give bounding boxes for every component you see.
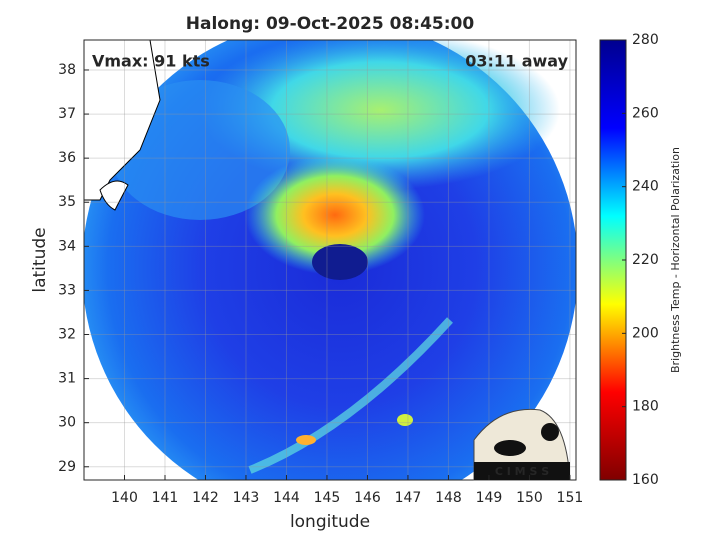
chart-title: Halong: 09-Oct-2025 08:45:00 — [186, 14, 475, 34]
x-tick-label: 141 — [152, 490, 179, 506]
colorbar-tick-label: 240 — [632, 179, 659, 195]
annotation: 03:11 away — [465, 52, 568, 71]
colorbar-tick-label: 260 — [632, 105, 659, 121]
y-tick-label: 34 — [58, 238, 76, 254]
x-tick-label: 143 — [233, 490, 260, 506]
plot-frame — [83, 39, 577, 481]
y-tick-label: 35 — [58, 194, 76, 210]
colorbar-tick-label: 280 — [632, 32, 659, 48]
y-tick-label: 38 — [58, 62, 76, 78]
y-tick-label: 31 — [58, 371, 76, 387]
x-tick-label: 150 — [516, 490, 543, 506]
x-tick-label: 147 — [395, 490, 422, 506]
annotation: Vmax: 91 kts — [92, 52, 210, 71]
x-tick-label: 145 — [314, 490, 341, 506]
colorbar-tick-label: 180 — [632, 399, 659, 415]
x-tick-label: 140 — [111, 490, 138, 506]
y-tick-label: 33 — [58, 282, 76, 298]
y-tick-label: 29 — [58, 459, 76, 475]
x-tick-label: 149 — [476, 490, 503, 506]
y-tick-label: 36 — [58, 150, 76, 166]
x-axis-label: longitude — [290, 512, 370, 532]
colorbar-label: Brightness Temp - Horizontal Polarizatio… — [669, 147, 682, 373]
satellite-image — [84, 40, 576, 480]
y-tick-label: 37 — [58, 106, 76, 122]
y-tick-label: 32 — [58, 327, 76, 343]
x-tick-label: 144 — [273, 490, 300, 506]
grid — [84, 40, 576, 480]
x-tick-label: 151 — [557, 490, 584, 506]
y-axis-label: latitude — [30, 227, 50, 292]
logo-text: C I M S S — [495, 465, 549, 478]
colorbar-tick-label: 160 — [632, 472, 659, 488]
logo: C I M S S — [473, 408, 571, 481]
colorbar-tick-label: 220 — [632, 252, 659, 268]
x-tick-label: 142 — [192, 490, 219, 506]
y-tick-label: 30 — [58, 415, 76, 431]
colorbar-tick-label: 200 — [632, 325, 659, 341]
x-tick-label: 146 — [354, 490, 381, 506]
x-tick-label: 148 — [435, 490, 462, 506]
